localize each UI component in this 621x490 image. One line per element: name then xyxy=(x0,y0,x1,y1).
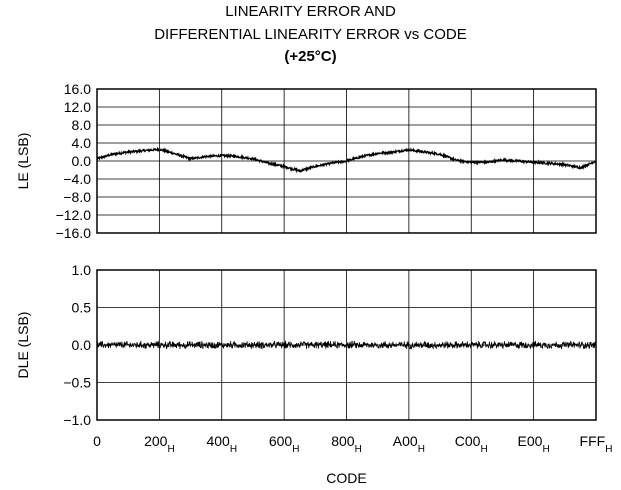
chart-title-line-1: LINEARITY ERROR AND xyxy=(225,3,396,20)
x-tick-subscript: H xyxy=(355,444,362,455)
panel-dle: 1.0 0.5 0.0 −0.5 −1.0 DLE (LSB) xyxy=(15,262,597,428)
x-axis-label: CODE xyxy=(326,470,366,486)
y-tick-label: 16.0 xyxy=(64,81,91,97)
y-tick-label: 4.0 xyxy=(72,135,92,151)
panel-le: 16.0 12.0 8.0 4.0 0.0 −4.0 −8.0 −12.0 −16.0 LE (L… xyxy=(15,81,597,241)
y-tick-label: 12.0 xyxy=(64,99,91,115)
y-tick-label: 0.0 xyxy=(72,153,92,169)
x-tick-subscript: H xyxy=(480,444,487,455)
x-tick-label: 200H xyxy=(144,433,175,455)
y-tick-label: 0.0 xyxy=(72,337,92,353)
y-axis-label: DLE (LSB) xyxy=(15,312,31,379)
dle-trace xyxy=(96,340,597,350)
x-tick-label: A00H xyxy=(393,433,425,455)
y-axis-label: LE (LSB) xyxy=(15,133,31,190)
y-tick-label: 1.0 xyxy=(72,262,92,278)
le-trace xyxy=(96,146,597,174)
x-tick-label: FFFH xyxy=(580,433,613,455)
x-tick-subscript: H xyxy=(230,444,237,455)
y-tick-label: −8.0 xyxy=(63,189,91,205)
y-tick-label: −1.0 xyxy=(63,412,91,428)
x-tick-label: C00H xyxy=(455,433,488,455)
x-tick-subscript: H xyxy=(167,444,174,455)
x-tick-subscript: H xyxy=(605,444,612,455)
y-tick-label: −12.0 xyxy=(56,207,92,223)
y-tick-label: −4.0 xyxy=(63,171,91,187)
y-tick-label: 0.5 xyxy=(72,300,92,316)
y-tick-label: 8.0 xyxy=(72,117,92,133)
x-tick-subscript: H xyxy=(418,444,425,455)
x-axis: 0 200H 400H 600H 800H A00H C00H E00H FFFH CODE xyxy=(93,433,612,486)
y-tick-label: −16.0 xyxy=(56,225,92,241)
x-tick-label: 800H xyxy=(331,433,362,455)
chart-title-line-2: DIFFERENTIAL LINEARITY ERROR vs CODE xyxy=(154,26,467,43)
x-tick-subscript: H xyxy=(542,444,549,455)
x-tick-label: 0 xyxy=(93,433,101,449)
x-tick-label: 400H xyxy=(206,433,237,455)
y-tick-label: −0.5 xyxy=(63,375,91,391)
chart-title-line-3: (+25°C) xyxy=(284,48,337,65)
x-tick-subscript: H xyxy=(292,444,299,455)
x-tick-label: 600H xyxy=(269,433,300,455)
x-tick-label: E00H xyxy=(518,433,550,455)
